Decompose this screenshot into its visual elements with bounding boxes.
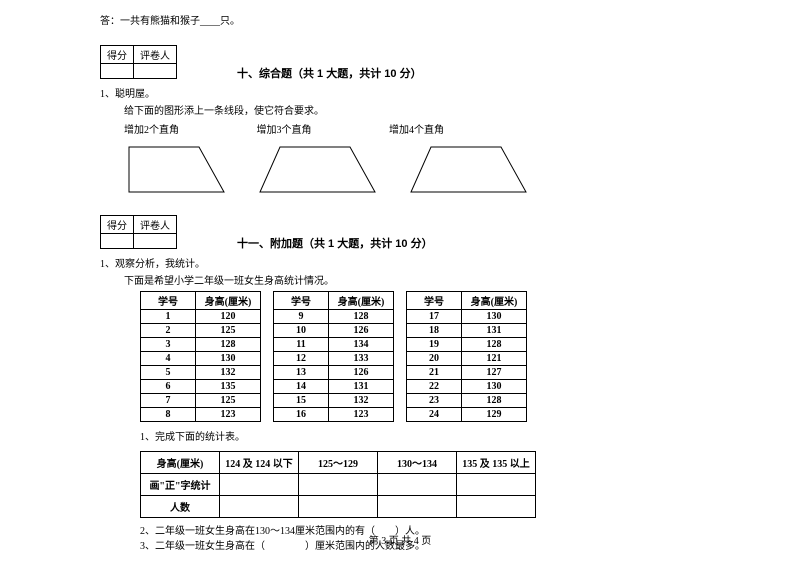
cell: 121 xyxy=(462,352,527,366)
cell: 13 xyxy=(274,366,329,380)
cell: 129 xyxy=(462,408,527,422)
blank-cell xyxy=(220,496,299,518)
q11-title: 1、观察分析，我统计。 xyxy=(100,255,700,270)
cell: 130 xyxy=(196,352,261,366)
sum-h3: 130～134 xyxy=(378,452,457,474)
cell: 131 xyxy=(329,380,394,394)
cell: 128 xyxy=(329,310,394,324)
col-height: 身高(厘米) xyxy=(329,292,394,310)
label-1: 增加2个直角 xyxy=(124,121,254,136)
cell: 6 xyxy=(141,380,196,394)
cell: 128 xyxy=(462,394,527,408)
cell: 128 xyxy=(196,338,261,352)
trapezoid-1 xyxy=(124,142,234,197)
label-3: 增加4个直角 xyxy=(389,121,519,136)
cell: 10 xyxy=(274,324,329,338)
cell: 134 xyxy=(329,338,394,352)
cell: 126 xyxy=(329,324,394,338)
cell: 135 xyxy=(196,380,261,394)
cell: 1 xyxy=(141,310,196,324)
shapes-row xyxy=(124,142,700,197)
cell: 19 xyxy=(407,338,462,352)
cell: 11 xyxy=(274,338,329,352)
part1-text: 1、完成下面的统计表。 xyxy=(140,428,700,443)
cell: 18 xyxy=(407,324,462,338)
cell: 16 xyxy=(274,408,329,422)
cell: 9 xyxy=(274,310,329,324)
blank-cell xyxy=(457,474,536,496)
section-11-title: 十一、附加题（共 1 大题，共计 10 分） xyxy=(237,235,433,251)
blank-cell xyxy=(299,496,378,518)
trapezoid-2 xyxy=(255,142,385,197)
cell: 133 xyxy=(329,352,394,366)
col-height: 身高(厘米) xyxy=(462,292,527,310)
sum-h0: 身高(厘米) xyxy=(141,452,220,474)
cell: 21 xyxy=(407,366,462,380)
col-id: 学号 xyxy=(141,292,196,310)
cell: 130 xyxy=(462,310,527,324)
col-id: 学号 xyxy=(407,292,462,310)
cell: 17 xyxy=(407,310,462,324)
blank-cell xyxy=(378,474,457,496)
q10-title: 1、聪明屋。 xyxy=(100,85,700,100)
sum-h4: 135 及 135 以上 xyxy=(457,452,536,474)
cell: 2 xyxy=(141,324,196,338)
sum-h1: 124 及 124 以下 xyxy=(220,452,299,474)
cell: 123 xyxy=(196,408,261,422)
cell: 125 xyxy=(196,394,261,408)
cell: 123 xyxy=(329,408,394,422)
cell: 132 xyxy=(329,394,394,408)
cell: 5 xyxy=(141,366,196,380)
q10-sub: 给下面的图形添上一条线段，使它符合要求。 xyxy=(124,102,700,117)
sum-row1-label: 画"正"字统计 xyxy=(141,474,220,496)
cell: 8 xyxy=(141,408,196,422)
blank-cell xyxy=(378,496,457,518)
shape-labels: 增加2个直角 增加3个直角 增加4个直角 xyxy=(124,121,700,136)
cell: 131 xyxy=(462,324,527,338)
section-10-title: 十、综合题（共 1 大题，共计 10 分） xyxy=(237,65,422,81)
answer-text: 答：一共有熊猫和猴子____只。 xyxy=(100,12,700,27)
cell: 15 xyxy=(274,394,329,408)
cell: 126 xyxy=(329,366,394,380)
cell: 22 xyxy=(407,380,462,394)
blank-cell xyxy=(457,496,536,518)
q11-sub: 下面是希望小学二年级一班女生身高统计情况。 xyxy=(124,272,700,287)
cell: 130 xyxy=(462,380,527,394)
marker-label: 评卷人 xyxy=(134,216,177,234)
cell: 120 xyxy=(196,310,261,324)
cell: 128 xyxy=(462,338,527,352)
cell: 14 xyxy=(274,380,329,394)
col-height: 身高(厘米) xyxy=(196,292,261,310)
cell: 12 xyxy=(274,352,329,366)
cell: 7 xyxy=(141,394,196,408)
height-data-table: 学号 身高(厘米) 学号 身高(厘米) 学号 身高(厘米) 1120912817… xyxy=(140,291,527,422)
marker-label: 评卷人 xyxy=(134,46,177,64)
cell: 23 xyxy=(407,394,462,408)
label-2: 增加3个直角 xyxy=(257,121,387,136)
trapezoid-3 xyxy=(406,142,536,197)
blank-cell xyxy=(299,474,378,496)
cell: 127 xyxy=(462,366,527,380)
score-box-2: 得分 评卷人 xyxy=(100,215,177,249)
cell: 20 xyxy=(407,352,462,366)
col-id: 学号 xyxy=(274,292,329,310)
cell: 3 xyxy=(141,338,196,352)
score-label: 得分 xyxy=(101,216,134,234)
sum-h2: 125～129 xyxy=(299,452,378,474)
cell: 125 xyxy=(196,324,261,338)
summary-table: 身高(厘米) 124 及 124 以下 125～129 130～134 135 … xyxy=(140,451,536,518)
blank-cell xyxy=(220,474,299,496)
cell: 132 xyxy=(196,366,261,380)
sum-row2-label: 人数 xyxy=(141,496,220,518)
page-footer: 第 3 页 共 4 页 xyxy=(0,532,800,547)
cell: 24 xyxy=(407,408,462,422)
cell: 4 xyxy=(141,352,196,366)
score-box: 得分 评卷人 xyxy=(100,45,177,79)
score-label: 得分 xyxy=(101,46,134,64)
